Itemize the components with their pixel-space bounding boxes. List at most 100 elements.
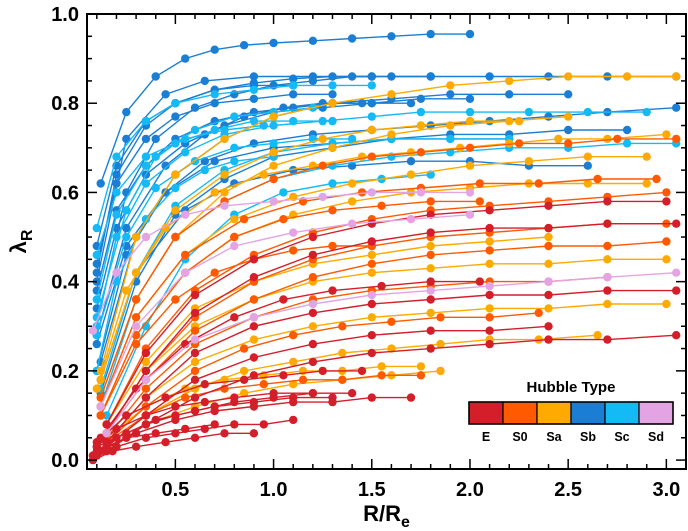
data-point [416, 362, 426, 371]
data-point [662, 188, 671, 197]
data-point [181, 268, 190, 277]
data-point [347, 389, 357, 398]
data-point [122, 286, 131, 295]
data-point [131, 232, 141, 242]
data-point [544, 259, 553, 268]
data-point [308, 232, 318, 242]
data-point [239, 389, 249, 398]
series-e-48 [102, 219, 681, 438]
data-point [406, 157, 416, 166]
data-point [416, 371, 426, 380]
data-point [141, 161, 151, 170]
series-line [96, 370, 362, 443]
data-point [544, 232, 553, 242]
data-point [672, 219, 681, 228]
legend-label-e: E [482, 430, 490, 444]
data-point [505, 139, 514, 148]
data-point [347, 197, 357, 206]
data-point [328, 81, 337, 90]
data-point [181, 424, 190, 434]
data-point [141, 366, 151, 376]
data-point [88, 451, 98, 460]
data-point [544, 72, 553, 81]
data-point [298, 375, 308, 384]
legend-swatch-sb [570, 401, 606, 425]
data-point [426, 277, 435, 286]
series-line [96, 124, 264, 256]
data-point [249, 116, 259, 126]
data-point [505, 90, 514, 99]
data-point [603, 219, 612, 228]
data-point [210, 188, 219, 197]
data-point [92, 250, 102, 260]
data-point [88, 326, 98, 335]
data-point [622, 72, 632, 81]
data-point [622, 125, 632, 135]
data-point [485, 246, 494, 255]
legend-swatch-e [468, 401, 504, 425]
data-point [367, 99, 376, 108]
data-point [465, 143, 475, 152]
legend-label-sc: Sc [614, 430, 629, 444]
data-point [426, 250, 435, 260]
data-point [426, 29, 435, 39]
series-sa-25 [96, 72, 681, 376]
data-point [181, 54, 190, 63]
data-point [210, 268, 219, 277]
series-sd-62 [102, 268, 681, 438]
data-point [544, 223, 553, 233]
data-point [672, 268, 681, 277]
data-point [289, 357, 298, 367]
data-point [593, 174, 602, 184]
data-point [279, 295, 288, 304]
data-point [485, 206, 494, 215]
series-line [96, 419, 294, 457]
data-point [367, 299, 376, 309]
data-point [485, 259, 494, 268]
data-point [367, 81, 376, 90]
data-point [131, 322, 141, 331]
data-point [259, 121, 268, 130]
data-point [406, 99, 416, 108]
data-point [603, 286, 612, 295]
data-point [603, 273, 612, 282]
data-point [171, 232, 180, 242]
data-point [485, 237, 494, 246]
data-point [230, 157, 239, 166]
data-point [465, 94, 475, 104]
data-point [190, 335, 200, 344]
data-point [347, 72, 357, 81]
data-point [112, 210, 121, 219]
data-point [426, 228, 435, 237]
data-point [171, 415, 180, 425]
data-point [249, 313, 259, 322]
data-point [564, 139, 573, 148]
data-point [505, 76, 514, 86]
data-point [269, 38, 278, 48]
y-axis-label-main: λ [6, 241, 31, 253]
data-point [308, 308, 318, 318]
data-point [151, 183, 160, 193]
data-point [102, 429, 111, 438]
data-point [367, 152, 376, 161]
data-point [112, 424, 121, 434]
data-point [269, 197, 278, 206]
data-point [289, 246, 298, 255]
data-point [583, 152, 592, 161]
data-point [122, 232, 131, 242]
data-point [259, 170, 268, 179]
data-point [544, 322, 553, 331]
data-point [122, 134, 131, 144]
series-s0-43 [96, 134, 681, 402]
series-line [106, 276, 608, 439]
data-point [200, 76, 209, 86]
data-point [239, 344, 249, 353]
data-point [230, 393, 239, 402]
legend-swatch-sa [536, 401, 572, 425]
series-e-56 [92, 389, 318, 451]
legend-title: Hubble Type [527, 379, 616, 396]
data-point [416, 121, 426, 130]
data-point [416, 107, 426, 117]
data-point [544, 201, 553, 210]
series-layer [88, 29, 681, 465]
